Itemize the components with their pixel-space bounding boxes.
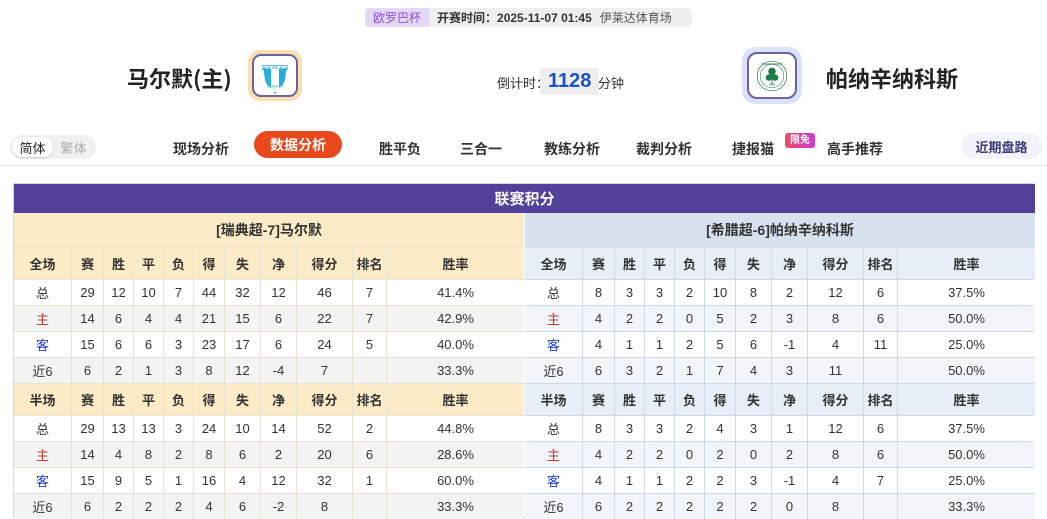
svg-text:Malmö FF: Malmö FF bbox=[267, 84, 284, 88]
svg-text:1908: 1908 bbox=[769, 82, 776, 86]
svg-text:ΠΑΝΑΘΗΝΑΙΚΟΣ: ΠΑΝΑΘΗΝΑΙΚΟΣ bbox=[762, 62, 783, 66]
